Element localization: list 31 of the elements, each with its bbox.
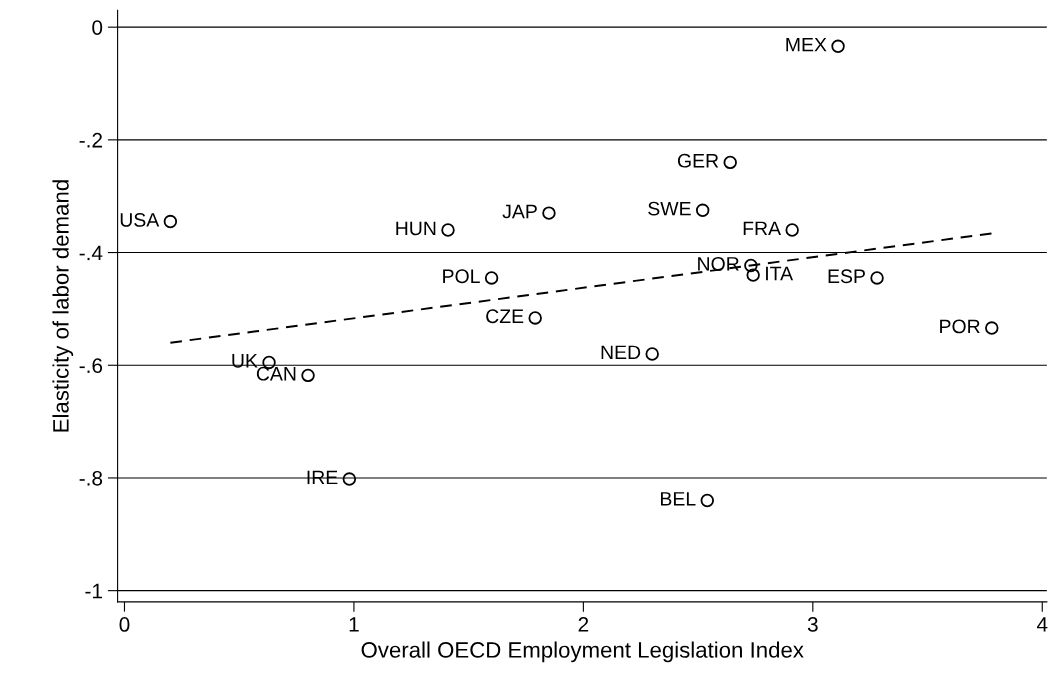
x-tick-label: 4 — [1036, 617, 1048, 632]
annotation: POL — [443, 269, 480, 284]
y-tick-label: 0 — [92, 20, 103, 35]
annotation: JAP — [502, 204, 537, 219]
x-tick-label: 1 — [349, 617, 359, 632]
annotation: IRE — [307, 470, 338, 485]
annotation: UK — [232, 354, 258, 368]
y-tick-label: -1 — [85, 583, 102, 599]
x-tick-label: 3 — [807, 617, 818, 632]
annotation: ITA — [766, 266, 794, 281]
annotation: SWE — [648, 201, 691, 216]
y-tick-label: -.4 — [79, 245, 103, 261]
annotation: MEX — [786, 37, 827, 52]
annotation: HUN — [396, 221, 436, 236]
y-tick-label: -.8 — [79, 470, 103, 486]
y-axis-title: Elasticity of labor demand — [52, 180, 74, 432]
y-tick-label: -.2 — [79, 132, 102, 148]
annotation: POR — [940, 319, 980, 334]
annotation: NOR — [698, 256, 739, 271]
annotation: NED — [601, 345, 641, 360]
x-tick-label: 0 — [119, 617, 130, 632]
y-tick-label: -.6 — [79, 358, 103, 374]
annotation: FRA — [743, 221, 782, 236]
x-axis-title: Overall OECD Employment Legislation Index — [361, 641, 804, 663]
x-tick-label: 2 — [578, 617, 589, 632]
annotation: GER — [677, 153, 719, 168]
annotation: CZE — [486, 309, 524, 324]
annotation: CAN — [256, 366, 296, 381]
annotation: BEL — [661, 492, 696, 506]
annotation: USA — [120, 213, 160, 227]
annotation: ESP — [828, 269, 865, 284]
